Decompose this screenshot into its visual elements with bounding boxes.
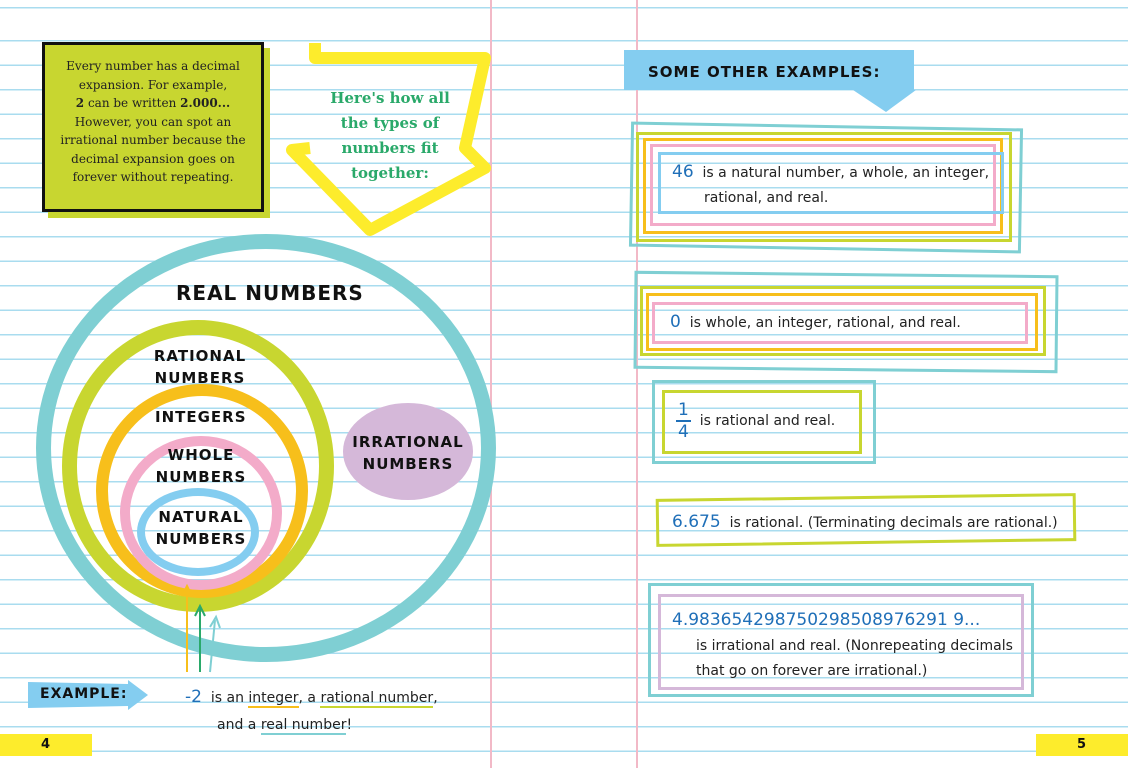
margin-line [636, 0, 638, 768]
info-text: However, you can spot an irrational numb… [60, 114, 246, 185]
down-arrow-icon [850, 88, 916, 112]
text: is rational and real. [699, 413, 836, 429]
example-46: 46 is a natural number, a whole, an inte… [672, 160, 989, 211]
irrational-numbers-ellipse [343, 403, 473, 500]
frame [650, 144, 996, 226]
underlined-real: real number [260, 717, 347, 735]
frame [652, 302, 1028, 344]
margin-line [490, 0, 492, 768]
example-tag: EXAMPLE: [28, 680, 148, 710]
page-number-left: 4 [0, 734, 92, 756]
text: rational, and real. [704, 190, 829, 206]
text: , a [298, 690, 321, 706]
pointer-arrows-icon [181, 583, 221, 673]
whole-numbers-circle [120, 436, 282, 590]
example-label: EXAMPLE: [40, 686, 128, 702]
info-box: Every number has a decimal expansion. Fo… [42, 42, 264, 212]
heading: SOME OTHER EXAMPLES: [648, 63, 881, 81]
label-natural: NATURAL NUMBERS [155, 508, 247, 548]
text: is an [210, 690, 249, 706]
example-text: -2 is an integer, a rational number, and… [185, 684, 438, 739]
text: that go on forever are irrational.) [696, 663, 928, 679]
label-whole: WHOLE NUMBERS [155, 446, 247, 486]
example-number: 4.983654298750298508976291 9... [672, 610, 981, 630]
text: is irrational and real. (Nonrepeating de… [696, 638, 1013, 654]
info-text: Every number has a decimal expansion. Fo… [66, 59, 240, 92]
frame [662, 390, 862, 454]
text: ! [346, 717, 353, 733]
example-number: 6.675 [672, 512, 721, 532]
frame [648, 583, 1034, 697]
denominator: 4 [678, 422, 689, 442]
page-number: 5 [1076, 737, 1088, 752]
text: and a [217, 717, 261, 733]
info-text: can be written [84, 96, 181, 110]
info-bold: 2 [75, 96, 85, 110]
page-number-right: 5 [1036, 734, 1128, 756]
underlined-integer: integer [248, 690, 299, 708]
text: is whole, an integer, rational, and real… [689, 315, 961, 331]
label-integers: INTEGERS [155, 408, 247, 426]
label-real: REAL NUMBERS [176, 281, 364, 305]
numerator: 1 [676, 400, 691, 422]
underlined-rational: rational number [320, 690, 434, 708]
frame [646, 293, 1038, 351]
text: is rational. (Terminating decimals are r… [729, 515, 1058, 531]
text: is a natural number, a whole, an integer… [702, 165, 990, 181]
frame [658, 594, 1024, 690]
arrow-caption: Here's how all the types of numbers fit … [330, 89, 450, 182]
label-irrational: IRRATIONAL NUMBERS [352, 433, 464, 473]
text: , [433, 690, 438, 706]
example-number: 0 [670, 312, 681, 332]
page-number: 4 [40, 737, 52, 752]
example-irrational: 4.983654298750298508976291 9... is irrati… [672, 608, 1013, 684]
frame [658, 152, 1004, 214]
heading-banner [624, 50, 914, 90]
label-rational: RATIONAL NUMBERS [153, 347, 247, 387]
frame [636, 132, 1012, 242]
example-number: 46 [672, 162, 694, 182]
frame [652, 380, 876, 464]
example-6675: 6.675 is rational. (Terminating decimals… [672, 512, 1058, 532]
info-bold: 2.000... [180, 96, 231, 110]
example-number: -2 [185, 687, 202, 707]
tag-arrow-icon [28, 680, 148, 710]
example-0: 0 is whole, an integer, rational, and re… [670, 312, 961, 332]
natural-numbers-circle [137, 488, 259, 576]
down-arrow-icon [286, 43, 491, 236]
frame [640, 286, 1046, 356]
